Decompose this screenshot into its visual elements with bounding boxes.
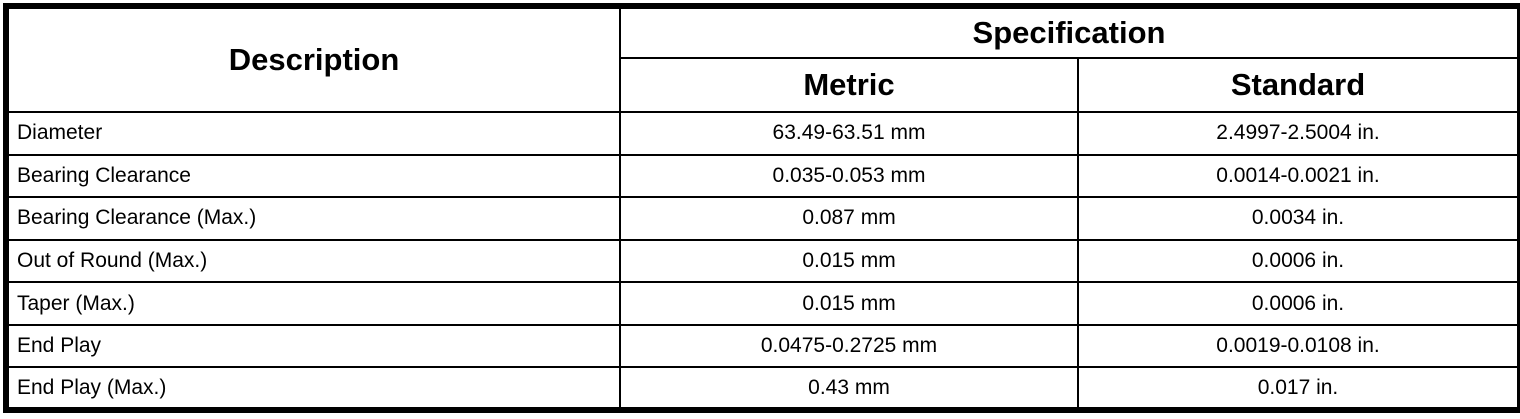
metric-cell: 0.0475-0.2725 mm xyxy=(619,323,1079,369)
column-header-standard: Standard xyxy=(1077,57,1520,113)
description-cell: End Play (Max.) xyxy=(5,366,621,411)
description-cell: Bearing Clearance xyxy=(5,153,621,199)
standard-cell: 0.0014-0.0021 in. xyxy=(1077,153,1520,199)
metric-cell: 0.015 mm xyxy=(619,281,1079,326)
table-row: Out of Round (Max.) 0.015 mm 0.0006 in. xyxy=(5,238,1520,284)
metric-cell: 0.015 mm xyxy=(619,238,1079,284)
table-row: Bearing Clearance (Max.) 0.087 mm 0.0034… xyxy=(5,196,1520,241)
metric-cell: 0.035-0.053 mm xyxy=(619,153,1079,199)
table-row: Diameter 63.49-63.51 mm 2.4997-2.5004 in… xyxy=(5,111,1520,156)
standard-cell: 0.0019-0.0108 in. xyxy=(1077,323,1520,369)
column-header-description: Description xyxy=(5,5,621,113)
description-cell: Taper (Max.) xyxy=(5,281,621,326)
description-cell: End Play xyxy=(5,323,621,369)
standard-cell: 0.0006 in. xyxy=(1077,281,1520,326)
table-header: Description Specification Metric Standar… xyxy=(5,5,1520,113)
table-row: End Play 0.0475-0.2725 mm 0.0019-0.0108 … xyxy=(5,323,1520,369)
metric-cell: 0.087 mm xyxy=(619,196,1079,241)
description-cell: Out of Round (Max.) xyxy=(5,238,621,284)
metric-cell: 0.43 mm xyxy=(619,366,1079,411)
standard-cell: 0.0034 in. xyxy=(1077,196,1520,241)
spec-sheet-page: Description Specification Metric Standar… xyxy=(0,3,1520,419)
column-header-metric: Metric xyxy=(619,57,1079,113)
description-cell: Diameter xyxy=(5,111,621,156)
column-header-specification: Specification xyxy=(619,5,1520,59)
specification-table: Description Specification Metric Standar… xyxy=(3,3,1520,413)
description-cell: Bearing Clearance (Max.) xyxy=(5,196,621,241)
table-row: Bearing Clearance 0.035-0.053 mm 0.0014-… xyxy=(5,153,1520,199)
table-row: Taper (Max.) 0.015 mm 0.0006 in. xyxy=(5,281,1520,326)
standard-cell: 2.4997-2.5004 in. xyxy=(1077,111,1520,156)
standard-cell: 0.0006 in. xyxy=(1077,238,1520,284)
table-body: Diameter 63.49-63.51 mm 2.4997-2.5004 in… xyxy=(5,111,1520,411)
standard-cell: 0.017 in. xyxy=(1077,366,1520,411)
table-row: End Play (Max.) 0.43 mm 0.017 in. xyxy=(5,366,1520,411)
metric-cell: 63.49-63.51 mm xyxy=(619,111,1079,156)
